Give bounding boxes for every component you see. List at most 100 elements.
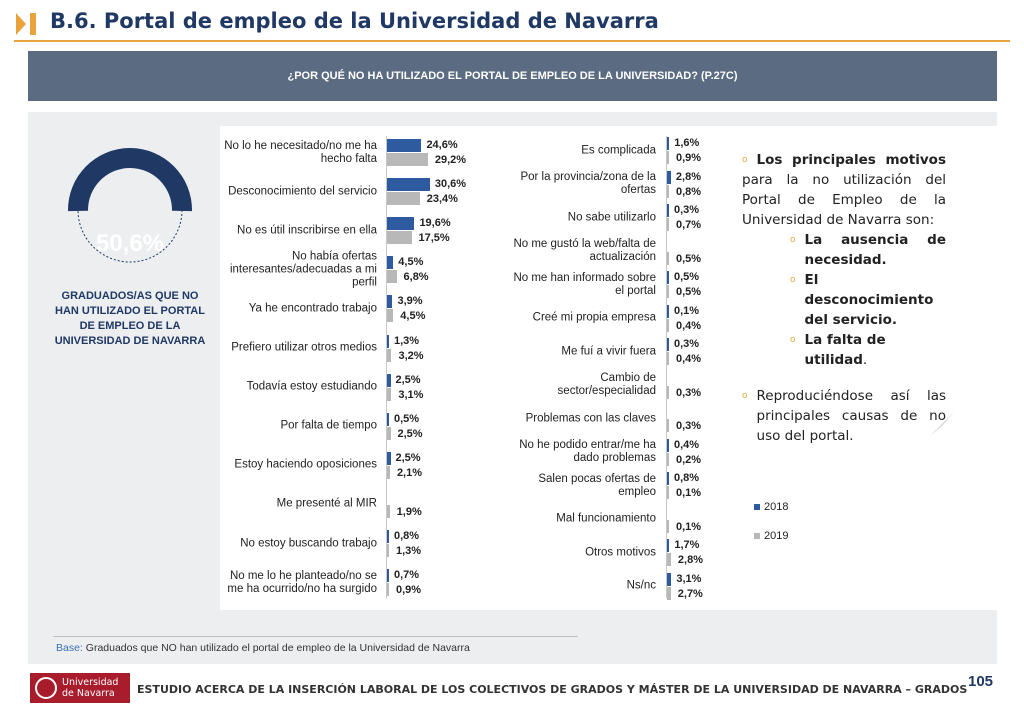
footnote: Base: Graduados que NO han utilizado el …: [56, 642, 470, 654]
category-label: No sabe utilizarlo: [567, 211, 656, 223]
category-label: No me lo he planteado/no se me ha ocurri…: [227, 569, 377, 595]
value-label-2018: 0,8%: [674, 472, 700, 484]
university-logo: Universidad de Navarra: [30, 673, 130, 703]
summary-outro: o Reproduciéndose así las principales cau…: [742, 386, 946, 446]
value-label-2018: 3,9%: [397, 295, 423, 308]
footnote-text: Graduados que NO han utilizado el portal…: [82, 642, 470, 654]
legend-label-2019: 2019: [764, 530, 789, 542]
footnote-key: Base:: [56, 642, 83, 654]
value-label-2018: 0,3%: [674, 204, 700, 216]
bar-2019: [667, 251, 669, 265]
value-label-2018: 0,7%: [394, 569, 420, 582]
value-label-2018: 0,5%: [674, 271, 700, 283]
category-label: No había ofertas interesantes/adecuadas …: [229, 250, 377, 289]
bar-2018: [387, 295, 393, 309]
value-label-2019: 0,1%: [676, 520, 702, 533]
bar-2018: [667, 472, 669, 485]
bar-2018: [387, 256, 394, 270]
bar-2018: [387, 217, 415, 231]
category-label: Ns/nc: [626, 579, 656, 592]
bar-2019: [667, 385, 669, 399]
value-label-2019: 0,3%: [676, 420, 702, 432]
category-label: Por falta de tiempo: [280, 419, 377, 432]
intro-word: principales: [792, 152, 876, 168]
reason-2-text: El desconocimiento del servicio.: [804, 272, 934, 328]
reason-1: o La ausencia de necesidad.: [790, 230, 946, 270]
bar-2019: [387, 544, 389, 557]
bar-2019: [387, 153, 428, 166]
category-label: Cambio de sector/especialidad: [557, 372, 656, 397]
bar-2018: [667, 304, 669, 318]
bar-2019: [667, 151, 669, 164]
footer-study-title: ESTUDIO ACERCA DE LA INSERCIÓN LABORAL D…: [137, 683, 968, 696]
reason-3: o La falta de utilidad.: [790, 330, 946, 370]
category-label: Prefiero utilizar otros medios: [231, 341, 377, 354]
category-label: No me han informado sobre el portal: [513, 271, 656, 297]
bar-2019: [667, 352, 669, 365]
category-label: Desconocimiento del servicio: [228, 185, 377, 198]
category-label: Me presenté al MIR: [276, 497, 377, 510]
bar-2019: [387, 426, 391, 440]
bar-2018: [387, 178, 430, 192]
bar-2018: [667, 204, 669, 217]
category-label: No estoy buscando trabajo: [240, 537, 377, 549]
value-label-2019: 3,2%: [398, 349, 424, 362]
value-label-2019: 17,5%: [418, 232, 450, 245]
footnote-divider: [53, 636, 578, 637]
chart-area: [220, 126, 998, 610]
value-label-2019: 0,2%: [676, 453, 702, 466]
intro-word: motivos: [885, 152, 946, 168]
bar-2019: [387, 192, 420, 206]
value-label-2019: 0,1%: [676, 487, 702, 499]
bar-2018: [387, 412, 389, 426]
value-label-2018: 3,1%: [676, 572, 702, 585]
donut-caption: GRADUADOS/AS QUE NO HAN UTILIZADO EL POR…: [54, 290, 206, 347]
value-label-2019: 2,5%: [397, 427, 423, 440]
question-banner: ¿POR QUÉ NO HA UTILIZADO EL PORTAL DE EM…: [28, 51, 997, 101]
bar-2019: [667, 519, 669, 533]
value-label-2018: 1,6%: [674, 137, 700, 149]
bar-2019: [667, 586, 671, 600]
legend-swatch-2019: [754, 533, 760, 540]
category-label: No me gustó la web/falta de actualizació…: [513, 238, 656, 263]
value-label-2019: 0,4%: [676, 353, 702, 365]
reason-3-suffix: .: [862, 352, 868, 368]
category-label: No es útil inscribirse en ella: [237, 224, 377, 237]
bar-2018: [667, 137, 670, 150]
value-label-2019: 6,8%: [403, 271, 429, 284]
bar-2019: [667, 218, 669, 231]
legend-2018: 2018: [754, 501, 788, 513]
bar-2019: [667, 486, 669, 499]
value-label-2019: 0,7%: [676, 219, 702, 231]
right-axis-line: [666, 136, 667, 598]
category-label: Problemas con las claves: [525, 412, 656, 424]
value-label-2018: 0,5%: [394, 412, 420, 425]
category-label: Mal funcionamiento: [556, 512, 656, 525]
bar-2019: [387, 387, 392, 401]
category-label: Me fuí a vivir fuera: [561, 345, 656, 357]
bar-2019: [667, 285, 669, 298]
logo-line-1: Universidad: [62, 677, 119, 688]
category-label: Otros motivos: [585, 546, 656, 558]
donut-chart: [68, 147, 192, 263]
logo-line-2: de Navarra: [62, 688, 115, 699]
bar-2019: [667, 184, 669, 198]
corner-fold-icon: [930, 412, 954, 436]
donut-percentage: 50,6%: [95, 230, 165, 257]
value-label-2018: 4,5%: [398, 256, 424, 269]
bar-2019: [667, 452, 669, 466]
summary-intro-rest: para la no utilización del Portal de Emp…: [742, 172, 946, 228]
category-label: No lo he necesitado/no me ha hecho falta: [224, 139, 377, 165]
page-title: B.6. Portal de empleo de la Universidad …: [50, 9, 659, 33]
category-label: Salen pocas ofertas de empleo: [538, 472, 656, 498]
value-label-2019: 0,8%: [676, 185, 702, 198]
value-label-2019: 29,2%: [434, 154, 467, 166]
category-label: Es complicada: [581, 144, 656, 156]
bar-2018: [667, 271, 669, 284]
bar-2019: [387, 583, 389, 597]
category-label: Todavía estoy estudiando: [246, 380, 377, 393]
bar-2019: [387, 504, 390, 518]
bar-2019: [387, 309, 394, 323]
bullet-icon: o: [742, 155, 748, 165]
value-label-2019: 2,7%: [677, 587, 703, 600]
